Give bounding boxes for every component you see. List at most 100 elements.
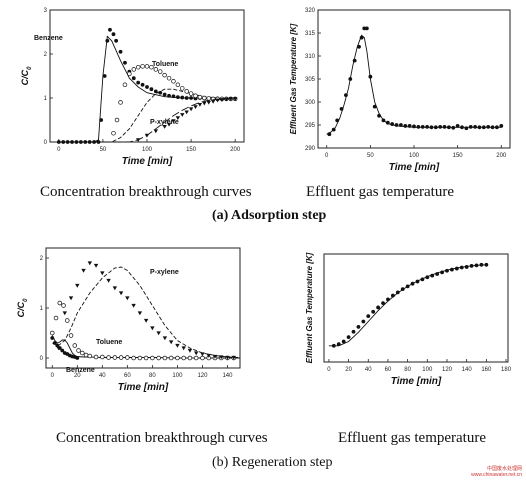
data-point <box>193 105 198 109</box>
data-point <box>359 35 364 40</box>
x-tick-label: 140 <box>222 373 233 379</box>
data-point <box>156 355 161 361</box>
data-point <box>477 125 482 130</box>
chart-adsorption-temperature: 0 50 100 150 200 290 295 300 305 310 315 320 Time [m… <box>289 8 511 173</box>
data-point <box>479 262 484 267</box>
x-tick-label: 120 <box>442 367 453 373</box>
data-point <box>80 350 85 356</box>
data-point <box>168 355 174 361</box>
data-point <box>53 315 59 321</box>
data-point <box>81 268 86 273</box>
data-point <box>327 132 332 137</box>
data-point <box>162 125 167 129</box>
x-tick-label: 60 <box>124 373 131 379</box>
x-tick-label: 100 <box>172 373 183 379</box>
annotation-p-xylene: P-xylene <box>150 269 179 276</box>
data-point <box>131 67 137 72</box>
data-point <box>175 343 180 348</box>
data-point <box>468 124 473 129</box>
data-point <box>490 125 495 130</box>
data-point <box>210 99 216 104</box>
data-point <box>100 271 105 276</box>
data-point <box>450 267 454 272</box>
y-tick-label: 3 <box>44 8 48 14</box>
data-point <box>123 60 127 65</box>
data-point <box>197 103 203 107</box>
data-point <box>112 286 118 291</box>
data-point <box>193 355 199 361</box>
x-tick-label: 20 <box>74 373 81 379</box>
x-axis-label: Time [min] <box>391 376 442 387</box>
x-tick-label: 150 <box>453 153 464 159</box>
data-point <box>131 303 136 308</box>
data-point <box>403 124 408 128</box>
data-point <box>140 82 145 87</box>
y-tick-label: 315 <box>305 31 316 37</box>
data-point <box>188 91 194 96</box>
subscript: 0 <box>23 298 29 302</box>
data-point <box>425 275 430 280</box>
data-point <box>62 311 67 316</box>
data-point <box>433 125 438 130</box>
y-tick-label: 310 <box>305 54 316 60</box>
data-point <box>166 75 172 81</box>
x-tick-label: 140 <box>462 367 473 373</box>
data-point <box>137 355 143 361</box>
data-point <box>390 293 395 298</box>
data-point <box>57 300 63 306</box>
data-point <box>83 352 89 358</box>
data-point <box>473 124 477 129</box>
data-point <box>425 124 429 129</box>
y-axis-label: C/C0 <box>20 66 33 86</box>
data-point <box>144 64 150 69</box>
data-point <box>111 32 116 37</box>
data-point <box>189 96 193 100</box>
data-point <box>219 355 224 360</box>
data-point <box>435 272 440 276</box>
data-point <box>76 348 81 353</box>
section-b-label: (b) Regeneration step <box>212 455 333 470</box>
data-point <box>215 98 220 103</box>
data-point <box>175 355 180 361</box>
data-point <box>166 122 172 127</box>
x-axis-label: Time [min] <box>118 382 169 393</box>
data-point <box>357 44 361 49</box>
data-point <box>420 124 425 129</box>
data-point <box>50 336 55 340</box>
data-point <box>335 118 340 123</box>
data-point <box>454 266 459 271</box>
data-point <box>114 117 120 123</box>
x-tick-label: 20 <box>345 367 352 373</box>
data-point <box>149 64 154 70</box>
data-point <box>231 355 236 360</box>
data-point <box>386 297 390 302</box>
data-point <box>188 107 194 112</box>
data-point <box>157 69 163 74</box>
watermark-line-1: 中国废水处理网 <box>486 466 522 472</box>
data-point <box>352 58 357 63</box>
x-tick-label: 0 <box>327 367 331 373</box>
data-point <box>158 90 163 95</box>
data-point <box>399 123 403 127</box>
x-tick-label: 120 <box>197 373 208 379</box>
x-tick-label: 80 <box>404 367 411 373</box>
data-point <box>438 124 443 129</box>
data-point <box>464 265 469 269</box>
data-point <box>180 113 185 117</box>
data-point <box>187 348 193 353</box>
x-tick-label: 0 <box>325 153 329 159</box>
data-point <box>202 95 207 101</box>
data-point <box>131 76 136 81</box>
x-tick-label: 180 <box>501 367 512 373</box>
x-axis-label: Time [min] <box>122 156 173 167</box>
data-point <box>455 124 460 128</box>
data-point <box>171 119 176 124</box>
data-point <box>225 355 230 360</box>
data-point <box>371 309 376 314</box>
data-point <box>175 95 180 100</box>
data-point <box>351 329 356 334</box>
data-point <box>144 133 150 138</box>
data-point <box>495 125 499 130</box>
data-point <box>150 355 155 361</box>
data-point <box>447 125 451 130</box>
